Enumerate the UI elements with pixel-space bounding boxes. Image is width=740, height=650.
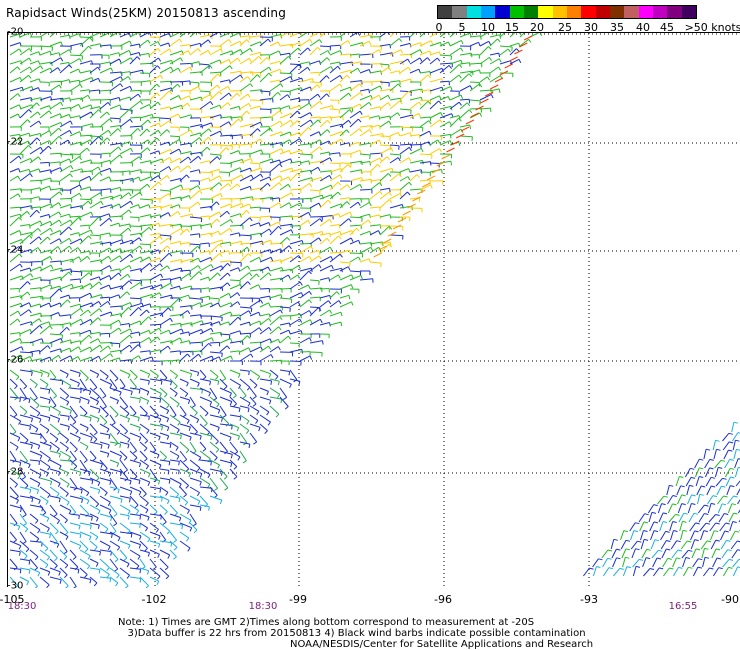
footnotes: Note: 1) Times are GMT 2)Times along bot… <box>118 617 586 639</box>
legend-swatch <box>538 6 553 18</box>
legend-swatch <box>681 6 696 18</box>
legend-swatch <box>595 6 610 18</box>
note-line-2: 3)Data buffer is 22 hrs from 20150813 4)… <box>127 628 586 639</box>
legend-label: 10 <box>481 21 495 34</box>
legend-swatch <box>438 6 453 18</box>
legend-label: 45 <box>660 21 674 34</box>
legend-swatch <box>581 6 596 18</box>
lat-label-22: -22 <box>7 136 24 148</box>
lat-label-26: -26 <box>7 354 24 366</box>
legend-label: 30 <box>584 21 598 34</box>
wind-barb-canvas <box>8 28 740 590</box>
lon-label-93: -93 <box>580 593 598 606</box>
legend-swatch <box>509 6 524 18</box>
wind-barb-map[interactable] <box>7 28 740 590</box>
legend-label: 25 <box>558 21 572 34</box>
lat-label-30: -30 <box>7 580 24 592</box>
wind-barbs <box>9 28 740 590</box>
lon-label-90: -90 <box>721 593 739 606</box>
legend-swatch <box>495 6 510 18</box>
legend-swatch <box>523 6 539 18</box>
legend-swatch <box>624 6 639 18</box>
legend-swatch <box>552 6 567 18</box>
legend-swatch <box>609 6 625 18</box>
legend-swatch <box>452 6 467 18</box>
legend-swatch <box>652 6 668 18</box>
legend-label: >50 knots <box>684 21 740 34</box>
credit-line: NOAA/NESDIS/Center for Satellite Applica… <box>290 639 594 650</box>
legend-swatch <box>480 6 496 18</box>
lat-label-28: -28 <box>7 466 24 478</box>
lat-label-24: -24 <box>7 244 24 256</box>
note-line-1: Note: 1) Times are GMT 2)Times along bot… <box>118 617 535 628</box>
legend-swatch <box>566 6 582 18</box>
lon-label-102: -102 <box>141 593 167 606</box>
legend-label: 15 <box>505 21 519 34</box>
wind-speed-color-scale <box>437 5 697 19</box>
legend-swatch <box>638 6 653 18</box>
pass-time-left: 18:30 <box>7 601 37 612</box>
legend-label: 5 <box>458 21 466 34</box>
map-title: Rapidsact Winds(25KM) 20150813 ascending <box>6 6 287 20</box>
lat-label-20: -20 <box>7 26 24 38</box>
legend-label: 35 <box>610 21 624 34</box>
lon-label-105: -105 <box>0 593 25 606</box>
legend-swatch <box>466 6 481 18</box>
legend-label: 20 <box>530 21 544 34</box>
lon-label-96: -96 <box>434 593 452 606</box>
pass-time-center: 18:30 <box>248 601 278 612</box>
graticule <box>8 33 740 588</box>
pass-time-right: 16:55 <box>668 601 698 612</box>
legend-label: 0 <box>435 21 443 34</box>
legend-label: 40 <box>636 21 650 34</box>
lon-label-99: -99 <box>289 593 307 606</box>
legend-swatch <box>667 6 682 18</box>
